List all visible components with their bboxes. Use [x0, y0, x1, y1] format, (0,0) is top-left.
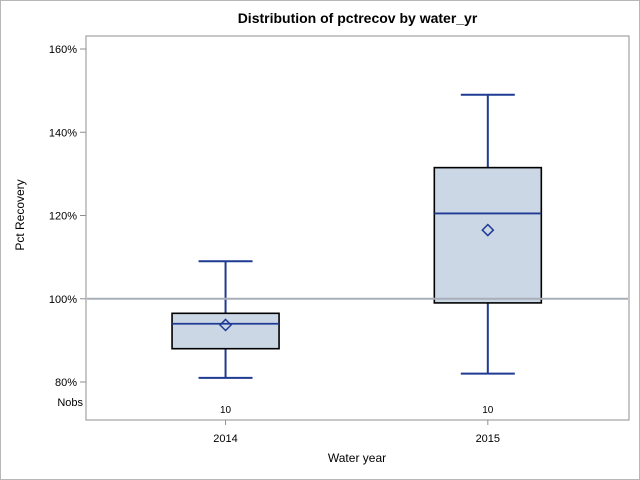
chart-title: Distribution of pctrecov by water_yr — [237, 10, 478, 26]
plot-frame — [85, 35, 630, 421]
nobs-row-label: Nobs — [57, 397, 83, 409]
mean-diamond-marker — [481, 223, 495, 237]
y-tick-label: 160% — [49, 44, 77, 56]
mean-diamond-marker — [218, 318, 233, 332]
y-tick-label: 80% — [55, 377, 77, 389]
x-category-label: 2014 — [213, 433, 237, 445]
nobs-value: 10 — [482, 405, 494, 416]
y-tick-label: 120% — [49, 211, 77, 223]
x-axis-title: Water year — [327, 451, 387, 465]
nobs-value: 10 — [220, 405, 232, 416]
x-category-label: 2015 — [476, 433, 500, 445]
y-tick-label: 100% — [49, 294, 77, 306]
y-tick-label: 140% — [49, 127, 77, 139]
